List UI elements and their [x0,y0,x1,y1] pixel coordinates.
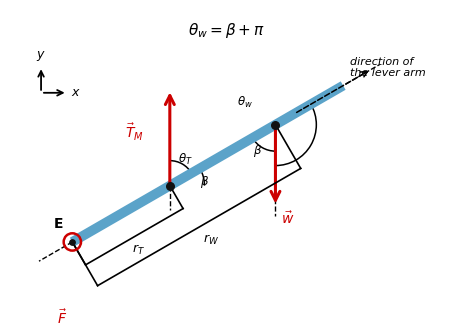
Text: $y$: $y$ [36,49,46,63]
Text: $\theta_w$: $\theta_w$ [237,95,253,110]
Text: $r_T$: $r_T$ [132,243,145,257]
Point [272,122,279,127]
Text: $\beta$: $\beta$ [253,143,262,159]
Text: $\beta$: $\beta$ [200,174,210,190]
Text: $\vec{T}_M$: $\vec{T}_M$ [125,122,143,143]
Text: $\vec{w}$: $\vec{w}$ [281,210,295,227]
Text: $\vec{F}$: $\vec{F}$ [57,308,67,327]
Text: $\theta_T$: $\theta_T$ [178,151,193,166]
Text: $r_W$: $r_W$ [203,233,219,247]
Text: $x$: $x$ [71,86,81,99]
Text: E: E [54,217,64,232]
Point [69,239,76,245]
Text: $\theta_w = \beta + \pi$: $\theta_w = \beta + \pi$ [188,21,265,40]
Text: direction of
the lever arm: direction of the lever arm [350,57,425,78]
Point [166,183,174,188]
